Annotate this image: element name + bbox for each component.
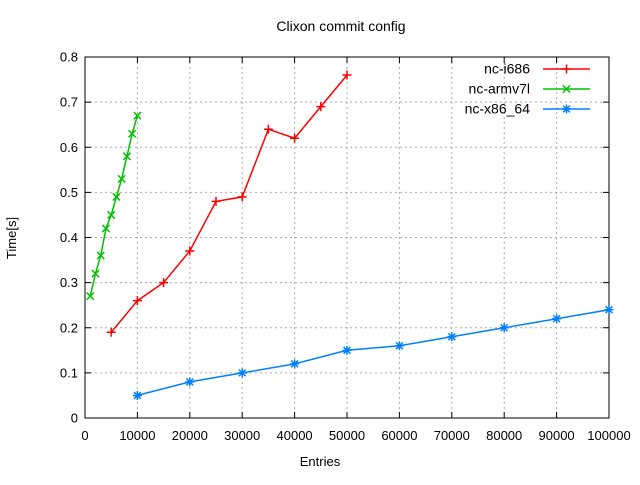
series-marker-nc-armv7l <box>91 269 100 278</box>
series-marker-nc-i686 <box>263 124 273 134</box>
grid-lines <box>85 57 609 418</box>
series-marker-nc-armv7l <box>96 251 105 260</box>
data-series <box>86 70 614 400</box>
legend-sample-marker-nc-i686 <box>562 64 571 74</box>
x-tick-label: 70000 <box>434 428 470 443</box>
series-line-nc-i686 <box>110 74 348 333</box>
series-marker-nc-i686 <box>159 278 169 288</box>
x-axis-label: Entries <box>300 454 341 469</box>
series-marker-nc-x86_64 <box>447 332 457 342</box>
axis-ticks <box>84 56 610 419</box>
series-marker-nc-x86_64 <box>604 305 614 315</box>
series-marker-nc-x86_64 <box>237 368 247 378</box>
legend-sample-marker-nc-armv7l <box>562 84 571 94</box>
series-marker-nc-x86_64 <box>132 390 142 400</box>
x-tick-label: 30000 <box>224 428 260 443</box>
axis-tick-labels: 0 10000 20000 30000 40000 50000 60000 70000 8000… <box>60 50 631 444</box>
series-marker-nc-x86_64 <box>499 323 509 333</box>
series-marker-nc-x86_64 <box>394 341 404 351</box>
series-marker-nc-i686 <box>290 133 300 143</box>
y-tick-label: 0.2 <box>60 320 78 335</box>
series-marker-nc-i686 <box>316 102 326 112</box>
series-marker-nc-i686 <box>185 246 195 256</box>
y-axis-label: Time[s] <box>4 217 19 259</box>
y-tick-label: 0.5 <box>60 185 78 200</box>
series-marker-nc-armv7l <box>112 192 121 202</box>
series-marker-nc-armv7l <box>101 224 111 233</box>
series-line-nc-armv7l <box>89 115 139 297</box>
series-marker-nc-i686 <box>132 296 142 306</box>
series-marker-nc-i686 <box>237 192 247 202</box>
legend-label-nc-x86_64: nc-x86_64 <box>465 101 531 117</box>
legend-label-nc-armv7l: nc-armv7l <box>469 81 530 97</box>
x-tick-label: 90000 <box>539 428 575 443</box>
x-tick-label: 60000 <box>381 428 417 443</box>
series-marker-nc-armv7l <box>128 129 137 138</box>
x-tick-label: 50000 <box>329 428 365 443</box>
y-tick-label: 0.7 <box>60 95 78 110</box>
series-marker-nc-x86_64 <box>290 359 300 369</box>
series-marker-nc-armv7l <box>107 210 116 220</box>
x-tick-label: 100000 <box>587 428 630 443</box>
series-marker-nc-x86_64 <box>552 314 562 324</box>
y-tick-label: 0.1 <box>60 365 78 380</box>
series-marker-nc-i686 <box>342 70 352 80</box>
legend-label-nc-i686: nc-i686 <box>484 61 530 77</box>
series-marker-nc-armv7l <box>117 174 126 183</box>
series-marker-nc-x86_64 <box>342 345 352 355</box>
legend-sample-marker-nc-x86_64 <box>562 104 571 114</box>
series-marker-nc-x86_64 <box>185 377 195 387</box>
series-marker-nc-armv7l <box>122 152 132 161</box>
y-tick-label: 0.6 <box>60 140 78 155</box>
series-marker-nc-i686 <box>211 196 221 206</box>
legend: nc-i686 nc-armv7l nc-x86_64 <box>465 61 590 117</box>
x-tick-label: 80000 <box>486 428 522 443</box>
chart-title: Clixon commit config <box>276 18 405 34</box>
y-tick-label: 0 <box>71 411 78 426</box>
x-tick-label: 40000 <box>277 428 313 443</box>
x-tick-label: 20000 <box>172 428 208 443</box>
x-tick-label: 10000 <box>119 428 155 443</box>
y-tick-label: 0.4 <box>60 230 78 245</box>
y-tick-label: 0.3 <box>60 275 78 290</box>
series-marker-nc-i686 <box>106 327 116 337</box>
series-marker-nc-armv7l <box>133 111 142 120</box>
series-line-nc-x86_64 <box>137 308 610 397</box>
y-tick-label: 0.8 <box>60 50 78 65</box>
x-tick-label: 0 <box>81 428 88 443</box>
series-marker-nc-armv7l <box>86 292 95 301</box>
